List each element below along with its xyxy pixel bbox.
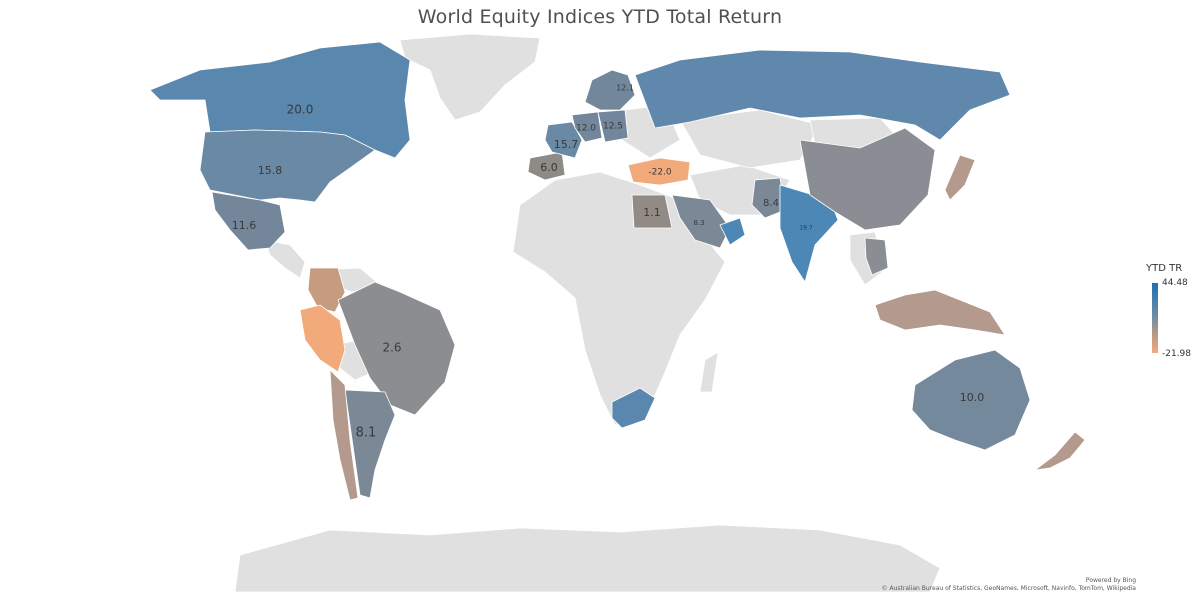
powered-by-text: Powered by Bing xyxy=(1085,577,1136,584)
central-america-land xyxy=(264,239,306,279)
value-label-india: 19.7 xyxy=(799,225,813,232)
region-southafrica[interactable] xyxy=(611,387,656,429)
map-title: World Equity Indices YTD Total Return xyxy=(417,6,783,28)
legend-min-value: -21.98 xyxy=(1162,349,1192,359)
region-thailand[interactable] xyxy=(864,237,889,276)
africa-land xyxy=(512,171,726,426)
region-australia[interactable] xyxy=(911,349,1031,451)
region-chile[interactable] xyxy=(329,368,359,501)
region-china[interactable] xyxy=(799,127,936,231)
antarctica-land xyxy=(234,524,941,593)
region-japan[interactable] xyxy=(944,154,976,201)
region-egypt[interactable] xyxy=(631,194,673,229)
value-label-egypt: 1.1 xyxy=(643,206,661,219)
region-canada[interactable] xyxy=(149,41,411,159)
value-label-mexico: 11.6 xyxy=(232,219,257,232)
value-label-germany: 12.0 xyxy=(576,124,596,134)
region-nz[interactable] xyxy=(1033,431,1086,471)
region-brazil[interactable] xyxy=(337,281,456,416)
value-label-france: 15.7 xyxy=(554,138,579,151)
region-colombia[interactable] xyxy=(307,267,346,313)
region-argentina[interactable] xyxy=(344,389,396,499)
value-label-spain: 6.0 xyxy=(540,161,558,174)
region-russia[interactable] xyxy=(634,49,1011,141)
value-label-usa: 15.8 xyxy=(258,164,283,177)
region-saudi[interactable] xyxy=(671,194,731,249)
value-label-canada: 20.0 xyxy=(287,103,314,117)
greenland-land xyxy=(399,33,541,121)
region-usa[interactable] xyxy=(199,129,376,203)
value-label-brazil: 2.6 xyxy=(382,341,401,355)
value-label-saudi: 8.3 xyxy=(693,219,704,227)
region-indonesia[interactable] xyxy=(874,289,1006,336)
legend-gradient-bar xyxy=(1152,283,1158,353)
legend-max-value: 44.48 xyxy=(1162,278,1188,288)
region-germany[interactable] xyxy=(571,111,603,143)
region-france[interactable] xyxy=(544,121,583,159)
region-mexico[interactable] xyxy=(211,191,286,251)
region-scandinavia[interactable] xyxy=(584,69,636,111)
region-uae[interactable] xyxy=(719,217,746,246)
region-turkey[interactable] xyxy=(627,157,691,186)
region-pakistan[interactable] xyxy=(751,177,786,219)
region-peru[interactable] xyxy=(299,304,346,373)
map-credits: Powered by Bing © Australian Bureau of S… xyxy=(882,577,1136,593)
value-label-scandinavia: 12.1 xyxy=(616,84,634,93)
madagascar-land xyxy=(699,351,719,393)
value-label-poland: 12.5 xyxy=(603,122,623,132)
region-poland[interactable] xyxy=(597,109,629,143)
value-label-turkey: -22.0 xyxy=(648,168,672,178)
value-label-pakistan: 8.4 xyxy=(763,198,779,209)
value-label-australia: 10.0 xyxy=(960,391,985,404)
attribution-text: © Australian Bureau of Statistics, GeoNa… xyxy=(881,585,1136,592)
legend-title: YTD TR xyxy=(1146,263,1183,274)
value-label-argentina: 8.1 xyxy=(356,426,377,441)
